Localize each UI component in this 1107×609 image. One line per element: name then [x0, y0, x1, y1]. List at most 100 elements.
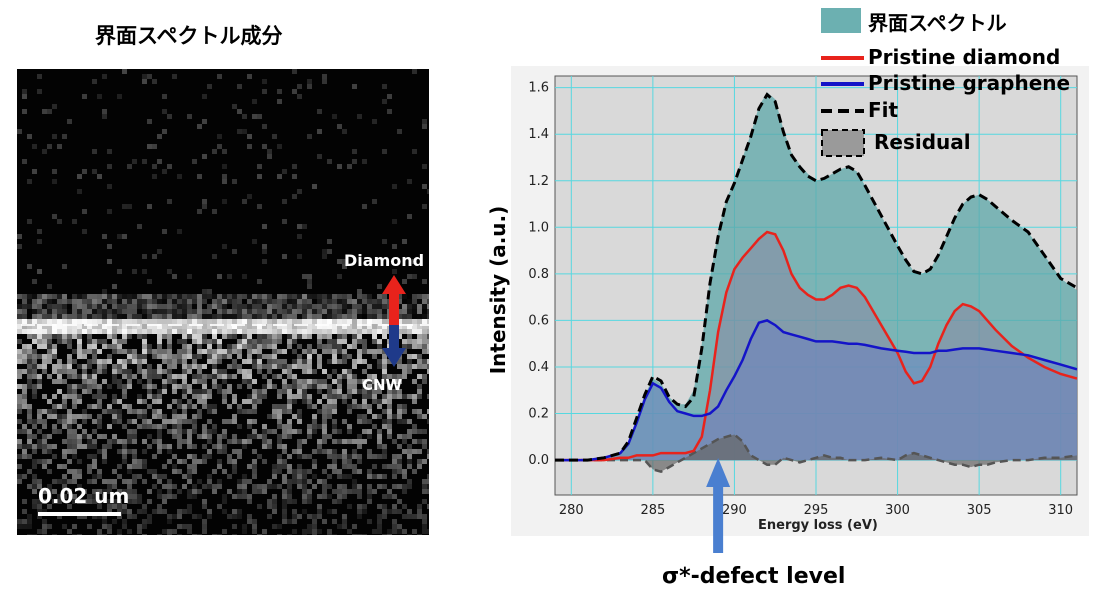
map-pixel [342, 354, 347, 359]
map-pixel [337, 259, 342, 264]
map-pixel [127, 164, 132, 169]
map-pixel [37, 409, 42, 414]
map-pixel [277, 469, 282, 474]
map-pixel [172, 304, 177, 309]
map-pixel [242, 484, 247, 489]
map-pixel [17, 409, 22, 414]
map-pixel [357, 354, 362, 359]
map-pixel [277, 454, 282, 459]
map-pixel [287, 409, 292, 414]
map-pixel [92, 444, 97, 449]
map-pixel [27, 374, 32, 379]
map-pixel [157, 424, 162, 429]
map-pixel [422, 319, 427, 324]
map-pixel [157, 369, 162, 374]
map-pixel [32, 369, 37, 374]
map-pixel [252, 364, 257, 369]
map-pixel [112, 434, 117, 439]
map-pixel [102, 489, 107, 494]
map-pixel [117, 529, 122, 534]
map-pixel [272, 414, 277, 419]
map-pixel [427, 319, 429, 324]
map-pixel [367, 319, 372, 324]
map-pixel [397, 294, 402, 299]
map-pixel [247, 399, 252, 404]
map-pixel [142, 464, 147, 469]
map-pixel [122, 364, 127, 369]
map-pixel [327, 314, 332, 319]
map-pixel [17, 464, 22, 469]
map-pixel [292, 314, 297, 319]
map-pixel [232, 464, 237, 469]
map-pixel [207, 304, 212, 309]
map-pixel [187, 524, 192, 529]
map-pixel [152, 299, 157, 304]
map-pixel [262, 294, 267, 299]
map-pixel [137, 474, 142, 479]
map-pixel [282, 424, 287, 429]
legend-swatch [821, 129, 865, 157]
map-pixel [27, 534, 32, 535]
map-pixel [77, 424, 82, 429]
map-pixel [72, 299, 77, 304]
map-pixel [372, 529, 377, 534]
map-pixel [77, 329, 82, 334]
map-pixel [227, 294, 232, 299]
map-pixel [127, 294, 132, 299]
map-pixel [182, 369, 187, 374]
map-pixel [262, 334, 267, 339]
map-pixel [127, 354, 132, 359]
map-pixel [357, 304, 362, 309]
map-pixel [132, 309, 137, 314]
map-pixel [257, 454, 262, 459]
map-pixel [167, 339, 172, 344]
map-pixel [297, 409, 302, 414]
map-pixel [387, 404, 392, 409]
map-pixel [87, 414, 92, 419]
map-pixel [52, 394, 57, 399]
map-pixel [287, 464, 292, 469]
map-pixel [387, 384, 392, 389]
map-pixel [47, 339, 52, 344]
map-pixel [132, 479, 137, 484]
map-pixel [422, 499, 427, 504]
map-pixel [407, 214, 412, 219]
map-pixel [327, 329, 332, 334]
map-pixel [392, 474, 397, 479]
map-pixel [262, 344, 267, 349]
map-pixel [227, 314, 232, 319]
map-pixel [122, 234, 127, 239]
map-pixel [192, 329, 197, 334]
map-pixel [142, 479, 147, 484]
map-pixel [347, 424, 352, 429]
map-pixel [252, 344, 257, 349]
map-pixel [342, 474, 347, 479]
map-pixel [37, 299, 42, 304]
map-pixel [377, 304, 382, 309]
map-pixel [17, 314, 22, 319]
map-pixel [352, 304, 357, 309]
map-pixel [112, 309, 117, 314]
map-pixel [157, 429, 162, 434]
map-pixel [272, 404, 277, 409]
map-pixel [177, 309, 182, 314]
map-pixel [262, 389, 267, 394]
map-pixel [37, 419, 42, 424]
map-pixel [117, 349, 122, 354]
map-pixel [242, 409, 247, 414]
map-pixel [352, 379, 357, 384]
map-pixel [407, 534, 412, 535]
map-pixel [392, 504, 397, 509]
map-pixel [37, 319, 42, 324]
map-pixel [267, 339, 272, 344]
map-pixel [37, 229, 42, 234]
map-pixel [372, 474, 377, 479]
map-pixel [357, 294, 362, 299]
map-pixel [232, 104, 237, 109]
map-pixel [277, 439, 282, 444]
map-pixel [372, 414, 377, 419]
map-pixel [97, 94, 102, 99]
map-pixel [202, 199, 207, 204]
map-pixel [277, 339, 282, 344]
map-pixel [77, 444, 82, 449]
